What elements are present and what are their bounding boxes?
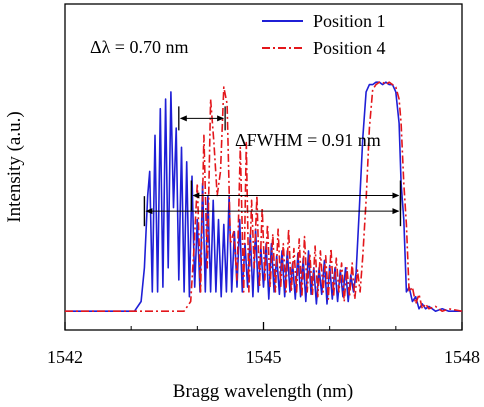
fwhm-pos4-arrow-right <box>392 192 400 199</box>
legend-label-position-1: Position 1 <box>313 11 386 31</box>
legend-label-position-4: Position 4 <box>313 38 386 58</box>
delta-lambda-arrow-right <box>217 115 225 122</box>
x-tick-label-1542: 1542 <box>47 347 83 367</box>
delta-lambda-arrow-left <box>179 115 187 122</box>
x-tick-label-1548: 1548 <box>444 347 480 367</box>
x-tick-label-1545: 1545 <box>246 347 282 367</box>
delta-lambda-label: Δλ = 0.70 nm <box>90 37 188 57</box>
legend: Position 1 Position 4 <box>262 11 386 58</box>
delta-fwhm-label: ΔFWHM = 0.91 nm <box>235 130 381 150</box>
fwhm-pos4-arrow-left <box>192 192 200 199</box>
fwhm-pos1-arrow-left <box>145 208 153 215</box>
fwhm-pos1-arrow-right <box>392 208 400 215</box>
y-axis-title: Intensity (a.u.) <box>4 111 25 222</box>
x-axis-title: Bragg wavelength (nm) <box>173 381 353 402</box>
series-line-2 <box>65 81 463 312</box>
series-line-1 <box>65 81 462 312</box>
